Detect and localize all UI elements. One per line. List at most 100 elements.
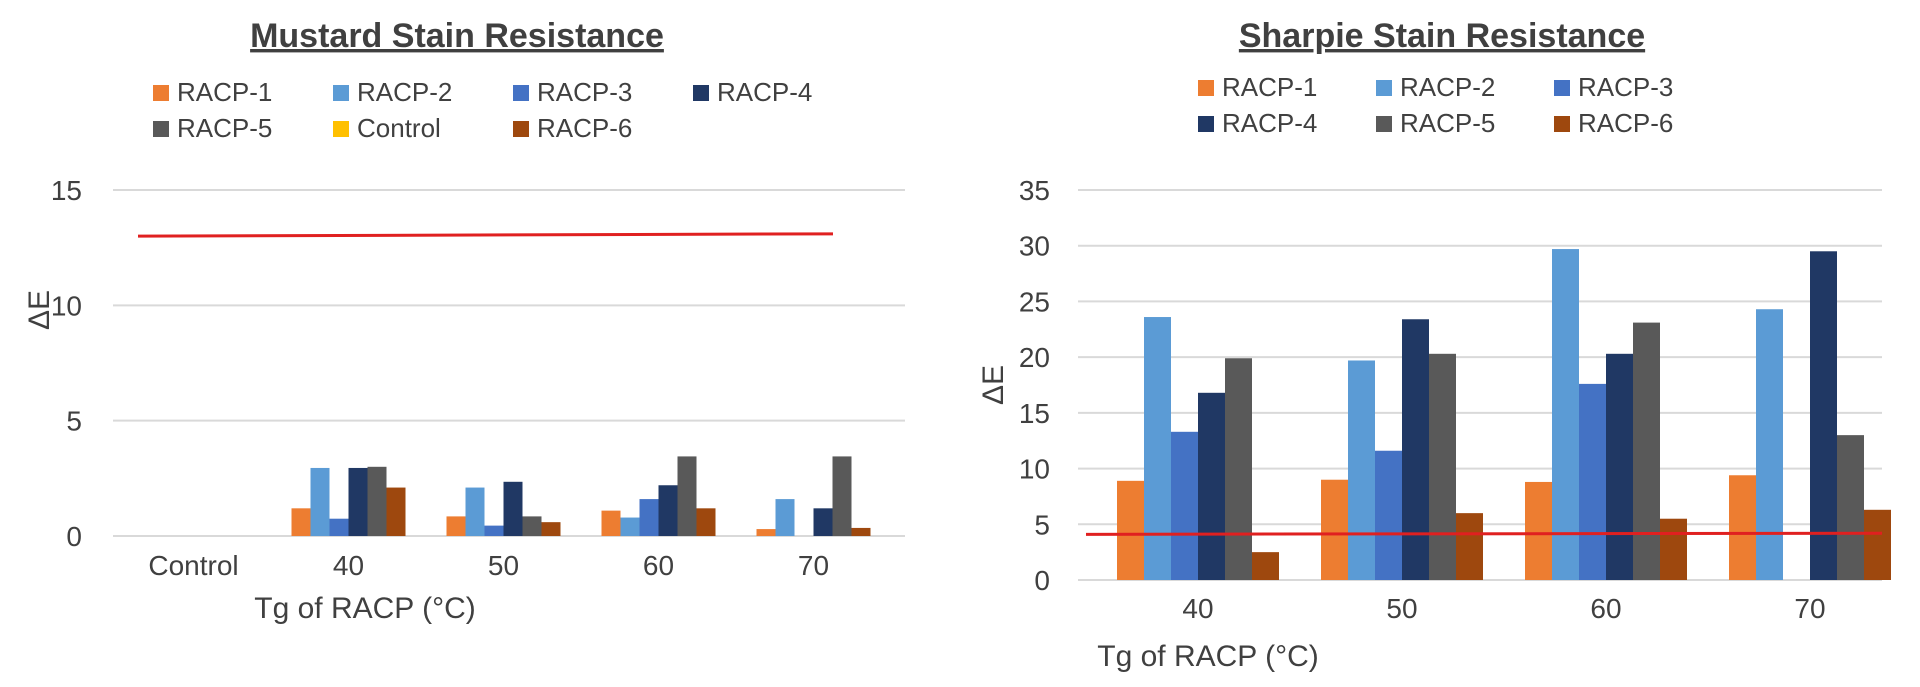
- y-tick-label: 15: [51, 175, 82, 206]
- x-tick-labels: Control 40 50 60 70: [148, 550, 829, 581]
- bar: [1633, 322, 1660, 580]
- x-axis-title: Tg of RACP (°C): [1097, 640, 1318, 673]
- y-tick-label: 35: [1019, 175, 1050, 206]
- legend-item: Control: [333, 113, 441, 143]
- x-tick-label: Control: [148, 550, 238, 581]
- x-tick-label: 60: [643, 550, 674, 581]
- chart-legend: RACP-1 RACP-2 RACP-3 RACP-4 RACP-5 RACP-6: [1198, 72, 1673, 138]
- legend-label: RACP-1: [177, 77, 272, 107]
- legend-label: RACP-3: [1578, 72, 1673, 102]
- bar: [503, 481, 523, 536]
- bar: [541, 522, 561, 536]
- bar: [1117, 480, 1144, 580]
- bar: [1810, 251, 1837, 581]
- legend-item: RACP-5: [1376, 108, 1495, 138]
- legend-item: RACP-4: [1198, 108, 1317, 138]
- bar: [329, 518, 349, 536]
- mustard-chart: Mustard Stain Resistance RACP-1 RACP-2 RAC…: [23, 17, 905, 625]
- legend-item: RACP-3: [1554, 72, 1673, 102]
- y-axis-title: ΔE: [23, 290, 56, 330]
- bar: [601, 510, 621, 536]
- x-tick-label: 60: [1590, 593, 1621, 624]
- bar: [446, 516, 466, 536]
- bar: [522, 516, 542, 536]
- bar: [1525, 481, 1552, 580]
- bar: [677, 456, 697, 536]
- bar: [1321, 479, 1348, 580]
- legend-item: RACP-2: [333, 77, 452, 107]
- bar: [639, 499, 659, 536]
- legend-swatch: [1554, 80, 1570, 96]
- legend-label: RACP-2: [357, 77, 452, 107]
- legend-swatch: [333, 85, 349, 101]
- chart-title: Mustard Stain Resistance: [250, 17, 664, 55]
- legend-swatch: [693, 85, 709, 101]
- bar: [756, 529, 776, 536]
- chart-legend: RACP-1 RACP-2 RACP-3 RACP-4 RACP-5 Control RAC…: [153, 77, 812, 143]
- legend-label: RACP-1: [1222, 72, 1317, 102]
- legend-item: RACP-6: [513, 113, 632, 143]
- x-tick-label: 50: [1386, 593, 1417, 624]
- bar: [1429, 353, 1456, 580]
- bar: [465, 487, 485, 536]
- reference-line-group: [1085, 531, 1883, 536]
- legend-swatch: [1554, 116, 1570, 132]
- legend-item: RACP-4: [693, 77, 812, 107]
- legend-item: RACP-2: [1376, 72, 1495, 102]
- y-tick-label: 30: [1019, 231, 1050, 262]
- y-axis-title: ΔE: [977, 365, 1010, 405]
- bar: [620, 517, 640, 536]
- bar: [1375, 450, 1402, 580]
- legend-label: RACP-2: [1400, 72, 1495, 102]
- legend-swatch: [1198, 116, 1214, 132]
- x-axis-title: Tg of RACP (°C): [254, 592, 475, 625]
- bar: [1579, 383, 1606, 580]
- bar: [1225, 358, 1252, 580]
- legend-swatch: [153, 121, 169, 137]
- bar: [367, 466, 387, 536]
- bar: [1552, 249, 1579, 581]
- bar: [348, 467, 368, 536]
- bar: [1171, 431, 1198, 580]
- legend-swatch: [333, 121, 349, 137]
- bar: [1660, 518, 1687, 580]
- y-tick-labels: 0 5 10 15: [51, 175, 82, 552]
- legend-label: RACP-4: [1222, 108, 1317, 138]
- y-tick-labels: 0 5 10 15 20 25 30 35: [1019, 175, 1050, 596]
- bar: [386, 487, 406, 536]
- x-tick-label: 70: [1794, 593, 1825, 624]
- legend-label: RACP-6: [537, 113, 632, 143]
- bar: [1198, 392, 1225, 580]
- x-tick-label: 70: [798, 550, 829, 581]
- y-tick-label: 20: [1019, 342, 1050, 373]
- y-tick-label: 10: [1019, 454, 1050, 485]
- legend-swatch: [513, 121, 529, 137]
- legend-label: RACP-5: [1400, 108, 1495, 138]
- bar: [310, 467, 330, 536]
- bar: [1729, 475, 1756, 580]
- bars: [291, 456, 871, 536]
- legend-label: RACP-5: [177, 113, 272, 143]
- legend-swatch: [1376, 80, 1392, 96]
- legend-label: RACP-3: [537, 77, 632, 107]
- reference-line: [137, 232, 834, 238]
- bar: [851, 527, 871, 536]
- y-tick-label: 5: [1034, 509, 1050, 540]
- legend-swatch: [1198, 80, 1214, 96]
- legend-item: RACP-5: [153, 113, 272, 143]
- y-tick-label: 5: [66, 406, 82, 437]
- y-tick-label: 0: [66, 521, 82, 552]
- legend-swatch: [1376, 116, 1392, 132]
- y-tick-label: 10: [51, 290, 82, 321]
- bars: [1117, 249, 1891, 581]
- bar: [484, 525, 504, 536]
- bar: [832, 456, 852, 536]
- chart-title: Sharpie Stain Resistance: [1239, 17, 1645, 55]
- y-tick-label: 0: [1034, 565, 1050, 596]
- bar: [775, 499, 795, 536]
- bar: [1864, 509, 1891, 580]
- legend-label: RACP-6: [1578, 108, 1673, 138]
- sharpie-chart: Sharpie Stain Resistance RACP-1 RACP-2 RAC…: [977, 17, 1891, 673]
- x-tick-label: 40: [1182, 593, 1213, 624]
